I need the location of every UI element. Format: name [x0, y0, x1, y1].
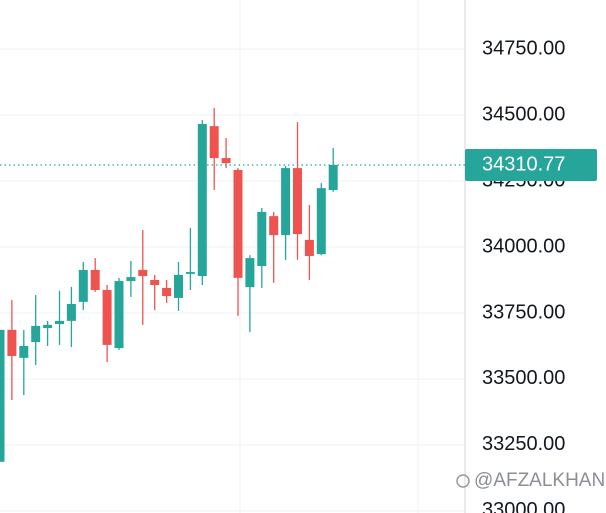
candle-body	[185, 272, 195, 274]
candle-body	[19, 345, 29, 358]
candle-body	[66, 304, 76, 321]
candle-body	[316, 188, 326, 255]
y-tick-label: 33500.00	[482, 367, 565, 389]
candle-body	[281, 168, 291, 236]
candle-body	[233, 169, 243, 278]
y-tick-label: 33750.00	[482, 301, 565, 323]
candle-body	[114, 281, 124, 349]
candle-body	[269, 216, 279, 236]
last-price-tag	[465, 148, 597, 181]
candle-body	[138, 269, 148, 277]
y-tick-label: 34500.00	[482, 103, 565, 125]
candle-body	[7, 329, 17, 356]
watermark-icon	[456, 474, 470, 488]
candle-body	[162, 287, 172, 297]
candle-body	[221, 158, 231, 164]
candle-body	[102, 290, 112, 345]
candle-body	[78, 269, 88, 302]
candle-body	[55, 320, 64, 325]
last-price-label: 34310.77	[482, 153, 565, 175]
candle-body	[90, 269, 100, 291]
y-tick-label: 33000.00	[482, 499, 565, 513]
candle-body	[209, 126, 219, 159]
candle-body	[245, 258, 255, 288]
y-tick-label: 34000.00	[482, 235, 565, 257]
y-tick-label: 33250.00	[482, 433, 565, 455]
candle-body	[257, 211, 267, 266]
candle-body	[43, 324, 53, 329]
candle-body	[150, 279, 160, 285]
candle-body	[0, 329, 5, 462]
candle-body	[126, 277, 136, 282]
watermark: @AFZALKHAN	[456, 470, 605, 491]
candle-body	[328, 164, 338, 190]
candle-body	[174, 274, 183, 298]
y-tick-label: 34750.00	[482, 37, 565, 59]
candle-body	[304, 239, 314, 256]
candle-body	[197, 124, 207, 277]
candle-body	[31, 325, 41, 342]
watermark-text: @AFZALKHAN	[474, 470, 605, 491]
candle-body	[293, 168, 302, 235]
